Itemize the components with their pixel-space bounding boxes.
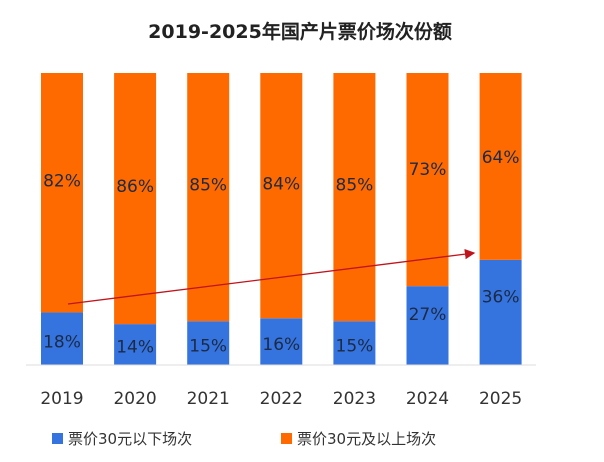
legend-swatch-below-30 [52,433,63,444]
x-tick-label: 2020 [113,389,156,409]
bar-below-30-2022 [260,318,303,365]
data-label: 73% [409,160,447,180]
bar-30-and-above-2024 [406,73,449,287]
bar-below-30-2020 [114,324,157,365]
legend-label-below-30: 票价30元以下场次 [68,430,192,448]
data-label: 27% [409,305,447,325]
x-tick-label: 2025 [479,389,522,409]
data-label: 82% [43,172,81,192]
trend-arrow [67,248,476,305]
data-label: 18% [43,332,81,352]
legend-swatch-30-and-above [281,433,292,444]
data-label: 36% [482,288,520,308]
bar-30-and-above-2019 [41,73,83,313]
bar-below-30-2023 [333,321,376,365]
chart-title: 2019-2025年国产片票价场次份额 [148,20,452,43]
bar-below-30-2021 [187,321,230,365]
x-tick-label: 2021 [187,389,230,409]
data-label: 15% [189,336,227,356]
data-label: 15% [336,336,374,356]
bar-30-and-above-2022 [260,73,303,319]
x-tick-label: 2019 [40,389,83,409]
legend-label-30-and-above: 票价30元及以上场次 [297,430,436,448]
data-label: 85% [189,176,227,196]
bar-30-and-above-2023 [333,73,376,322]
data-label: 14% [116,338,154,358]
data-label: 86% [116,177,154,197]
x-tick-label: 2023 [333,389,376,409]
legend: 票价30元以下场次 票价30元及以上场次 [52,430,436,448]
data-label: 16% [262,335,300,355]
data-label: 84% [262,174,300,194]
bar-below-30-2019 [41,312,83,365]
data-label: 64% [482,148,520,168]
bar-30-and-above-2021 [187,73,230,322]
bar-below-30-2024 [406,286,449,365]
x-tick-label: 2024 [406,389,449,409]
x-tick-label: 2022 [260,389,303,409]
bar-30-and-above-2020 [114,73,157,325]
data-label: 85% [336,176,374,196]
bar-30-and-above-2025 [479,73,522,260]
bar-below-30-2025 [479,259,522,365]
